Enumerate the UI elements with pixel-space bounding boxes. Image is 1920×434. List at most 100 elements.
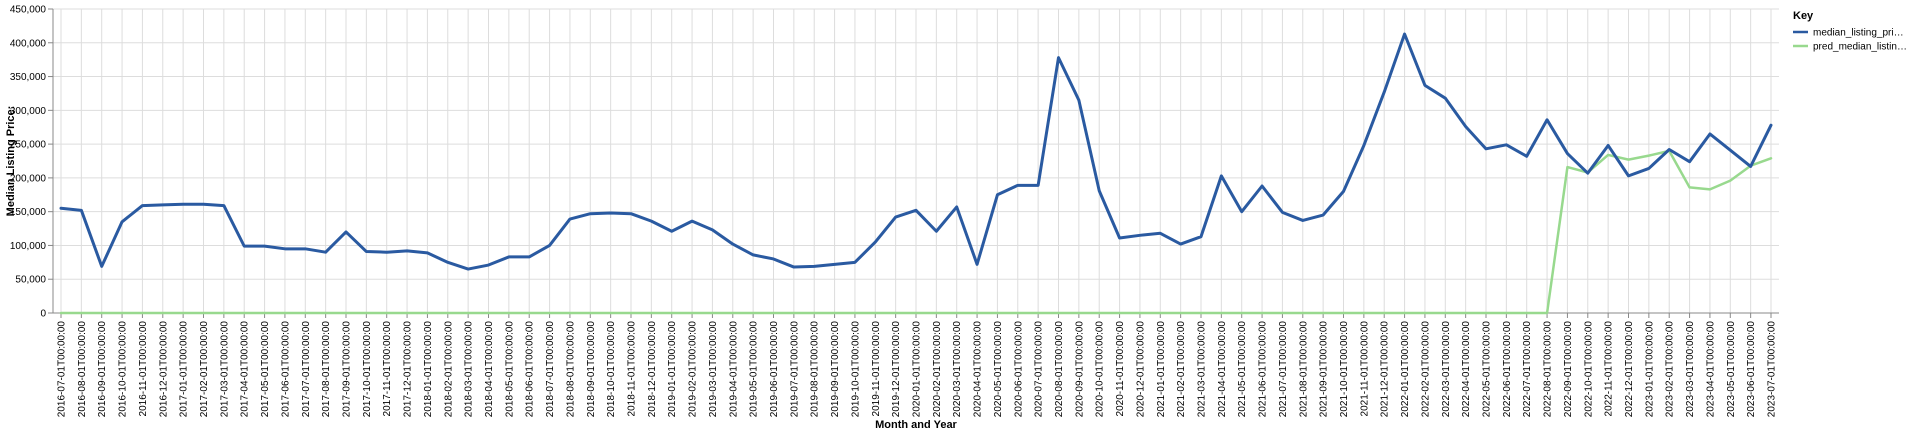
x-axis-title: Month and Year (875, 419, 957, 431)
x-tick-label: 2021-06-01T00:00:00 (1258, 321, 1269, 418)
x-tick-label: 2021-01-01T00:00:00 (1156, 321, 1167, 418)
x-tick-label: 2022-05-01T00:00:00 (1482, 321, 1493, 418)
x-tick-label: 2018-03-01T00:00:00 (464, 321, 475, 418)
x-tick-label: 2022-01-01T00:00:00 (1400, 321, 1411, 418)
x-tick-label: 2016-11-01T00:00:00 (138, 321, 149, 417)
x-tick-label: 2019-01-01T00:00:00 (667, 321, 678, 418)
x-tick-label: 2018-09-01T00:00:00 (586, 321, 597, 418)
x-tick-label: 2021-08-01T00:00:00 (1298, 321, 1309, 418)
y-tick-label: 150,000 (10, 207, 47, 218)
x-tick-label: 2020-08-01T00:00:00 (1054, 321, 1065, 418)
x-tick-label: 2017-08-01T00:00:00 (321, 321, 332, 418)
x-tick-label: 2017-10-01T00:00:00 (362, 321, 373, 418)
x-tick-label: 2017-04-01T00:00:00 (240, 321, 251, 418)
y-tick-label: 350,000 (10, 72, 47, 83)
x-tick-label: 2018-08-01T00:00:00 (565, 321, 576, 418)
x-tick-label: 2022-06-01T00:00:00 (1502, 321, 1513, 418)
x-tick-label: 2022-09-01T00:00:00 (1563, 321, 1574, 418)
y-tick-label: 250,000 (10, 140, 47, 151)
x-tick-label: 2019-02-01T00:00:00 (688, 321, 699, 418)
x-tick-label: 2018-05-01T00:00:00 (504, 321, 515, 418)
y-axis-title: Median Listing Price: (5, 106, 17, 217)
x-tick-label: 2016-07-01T00:00:00 (57, 321, 68, 418)
y-tick-label: 400,000 (10, 38, 47, 49)
x-tick-label: 2022-07-01T00:00:00 (1522, 321, 1533, 418)
x-tick-label: 2020-10-01T00:00:00 (1095, 321, 1106, 418)
x-tick-label: 2021-02-01T00:00:00 (1176, 321, 1187, 418)
x-tick-label: 2017-09-01T00:00:00 (342, 321, 353, 418)
x-tick-label: 2018-04-01T00:00:00 (484, 321, 495, 418)
x-tick-label: 2020-01-01T00:00:00 (912, 321, 923, 418)
x-tick-label: 2017-01-01T00:00:00 (179, 321, 190, 418)
x-tick-label: 2016-08-01T00:00:00 (77, 321, 88, 418)
x-tick-label: 2021-11-01T00:00:00 (1359, 321, 1370, 417)
x-tick-label: 2019-09-01T00:00:00 (830, 321, 841, 418)
x-tick-label: 2018-01-01T00:00:00 (423, 321, 434, 418)
x-tick-label: 2023-03-01T00:00:00 (1685, 321, 1696, 418)
x-tick-label: 2021-03-01T00:00:00 (1197, 321, 1208, 418)
x-tick-label: 2020-12-01T00:00:00 (1135, 321, 1146, 418)
series-lines (59, 32, 1773, 315)
x-tick-label: 2018-11-01T00:00:00 (627, 321, 638, 417)
x-tick-label: 2022-11-01T00:00:00 (1604, 321, 1615, 417)
x-tick-label: 2022-04-01T00:00:00 (1461, 321, 1472, 418)
y-tick-label: 450,000 (10, 5, 47, 16)
x-tick-label: 2016-12-01T00:00:00 (158, 321, 169, 418)
x-tick-label: 2019-11-01T00:00:00 (871, 321, 882, 417)
x-tick-label: 2019-10-01T00:00:00 (850, 321, 861, 418)
x-tick-label: 2019-05-01T00:00:00 (749, 321, 760, 418)
x-tick-label: 2016-09-01T00:00:00 (97, 321, 108, 418)
x-tick-label: 2020-04-01T00:00:00 (973, 321, 984, 418)
x-tick-label: 2023-02-01T00:00:00 (1665, 321, 1676, 418)
x-tick-label: 2022-02-01T00:00:00 (1420, 321, 1431, 418)
x-tick-label: 2020-11-01T00:00:00 (1115, 321, 1126, 417)
x-tick-label: 2020-03-01T00:00:00 (952, 321, 963, 418)
x-tick-label: 2023-06-01T00:00:00 (1746, 321, 1757, 418)
gridlines (53, 8, 1779, 314)
x-tick-label: 2016-10-01T00:00:00 (118, 321, 129, 418)
x-tick-label: 2023-04-01T00:00:00 (1705, 321, 1716, 418)
x-tick-label: 2020-07-01T00:00:00 (1034, 321, 1045, 418)
x-tick-label: 2018-06-01T00:00:00 (525, 321, 536, 418)
x-axis-ticks: 2016-07-01T00:00:00 2016-08-01T00:00:00 20… (57, 313, 1778, 417)
series-line-1 (59, 32, 1773, 271)
x-tick-label: 2021-04-01T00:00:00 (1217, 321, 1228, 418)
x-tick-label: 2023-07-01T00:00:00 (1767, 321, 1778, 418)
y-tick-label: 100,000 (10, 241, 47, 252)
x-tick-label: 2019-06-01T00:00:00 (769, 321, 780, 418)
legend-title: Key (1793, 10, 1814, 22)
x-tick-label: 2021-09-01T00:00:00 (1319, 321, 1330, 418)
x-tick-label: 2020-09-01T00:00:00 (1074, 321, 1085, 418)
x-tick-label: 2017-02-01T00:00:00 (199, 321, 210, 418)
x-tick-label: 2022-08-01T00:00:00 (1543, 321, 1554, 418)
y-tick-label: 0 (40, 309, 46, 320)
x-tick-label: 2019-08-01T00:00:00 (810, 321, 821, 418)
x-tick-label: 2019-07-01T00:00:00 (789, 321, 800, 418)
x-tick-label: 2018-02-01T00:00:00 (443, 321, 454, 418)
x-tick-label: 2022-03-01T00:00:00 (1441, 321, 1452, 418)
x-tick-label: 2017-11-01T00:00:00 (382, 321, 393, 417)
x-tick-label: 2017-07-01T00:00:00 (301, 321, 312, 418)
legend: Key median_listing_pri… pred_median_listi… (1793, 10, 1907, 53)
x-tick-label: 2023-05-01T00:00:00 (1726, 321, 1737, 418)
x-tick-label: 2018-07-01T00:00:00 (545, 321, 556, 418)
x-tick-label: 2017-06-01T00:00:00 (280, 321, 291, 418)
x-tick-label: 2020-02-01T00:00:00 (932, 321, 943, 418)
x-tick-label: 2017-12-01T00:00:00 (403, 321, 414, 418)
y-axis-ticks: 0 50,000 100,000 150,000 200,000 250,000 300,0… (10, 5, 53, 320)
x-tick-label: 2021-05-01T00:00:00 (1237, 321, 1248, 418)
y-tick-label: 300,000 (10, 106, 47, 117)
x-tick-label: 2018-10-01T00:00:00 (606, 321, 617, 418)
x-tick-label: 2021-07-01T00:00:00 (1278, 321, 1289, 418)
x-tick-label: 2022-12-01T00:00:00 (1624, 321, 1635, 418)
x-tick-label: 2019-04-01T00:00:00 (728, 321, 739, 418)
x-tick-label: 2020-06-01T00:00:00 (1013, 321, 1024, 418)
x-tick-label: 2021-10-01T00:00:00 (1339, 321, 1350, 418)
legend-label-2: pred_median_listin… (1813, 42, 1907, 53)
x-tick-label: 2021-12-01T00:00:00 (1380, 321, 1391, 418)
y-tick-label: 50,000 (15, 275, 46, 286)
x-tick-label: 2022-10-01T00:00:00 (1583, 321, 1594, 418)
x-tick-label: 2017-03-01T00:00:00 (219, 321, 230, 418)
x-tick-label: 2017-05-01T00:00:00 (260, 321, 271, 418)
